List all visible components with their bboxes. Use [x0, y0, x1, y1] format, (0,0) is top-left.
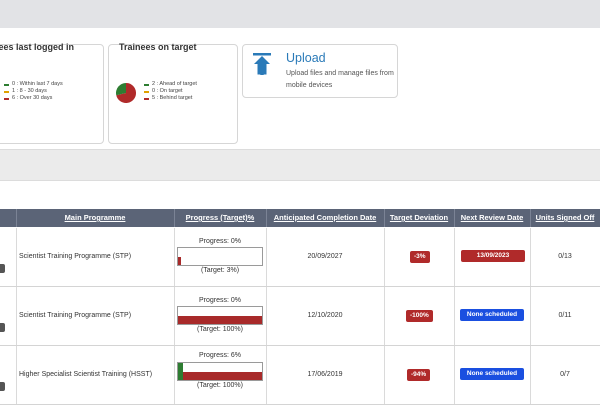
legend-item: 5 : Behind target	[144, 95, 197, 102]
legend-item: 1 : 8 - 30 days	[4, 88, 63, 95]
units-signed-off: 0/7	[560, 371, 570, 378]
main-programme-cell: Scientist Training Programme (STP)	[19, 312, 132, 319]
review-badge[interactable]: None scheduled	[460, 309, 524, 321]
completion-date: 12/10/2020	[307, 312, 343, 319]
target-label: (Target: 3%)	[200, 267, 240, 274]
header-separator	[530, 209, 531, 227]
progress-cell: Progress: 6% (Target: 100%)	[176, 346, 264, 404]
review-badge[interactable]: 13/09/2023	[461, 250, 525, 262]
completion-date: 20/09/2027	[307, 253, 343, 260]
pie-slice-ahead	[115, 83, 126, 96]
header-progress[interactable]: Progress (Target)%	[185, 213, 255, 222]
progress-label: Progress: 6%	[198, 352, 242, 359]
legend-item: 0 : On target	[144, 88, 197, 95]
table-row: Higher Specialist Scientist Training (HS…	[0, 346, 600, 405]
top-bar	[0, 0, 600, 28]
target-label: (Target: 100%)	[197, 382, 243, 389]
row-expand-button[interactable]	[0, 323, 5, 332]
review-badge[interactable]: None scheduled	[460, 368, 524, 380]
header-completion[interactable]: Anticipated Completion Date	[273, 213, 377, 222]
on-target-widget: Trainees on target 2 : Ahead of target 0…	[108, 42, 238, 144]
legend-item: 6 : Over 30 days	[4, 95, 63, 102]
deviation-badge: -100%	[406, 310, 433, 322]
target-fill	[178, 257, 181, 265]
last-logged-in-legend: 0 : Within last 7 days 1 : 8 - 30 days 6…	[4, 81, 63, 102]
on-target-legend: 2 : Ahead of target 0 : On target 5 : Be…	[144, 81, 197, 102]
row-expand-button[interactable]	[0, 264, 5, 273]
upload-arrow-icon	[253, 53, 271, 75]
main-programme-cell: Higher Specialist Scientist Training (HS…	[19, 371, 153, 378]
filter-bar	[0, 149, 600, 181]
header-separator	[174, 209, 175, 227]
row-expand-button[interactable]	[0, 382, 5, 391]
progress-fill	[178, 363, 184, 380]
target-fill	[178, 316, 262, 324]
progress-cell: Progress: 0% (Target: 100%)	[176, 287, 264, 345]
header-review[interactable]: Next Review Date	[460, 213, 524, 222]
last-logged-in-title: Trainees last logged in	[0, 42, 75, 52]
header-deviation[interactable]: Target Deviation	[389, 213, 449, 222]
legend-item: 0 : Within last 7 days	[4, 81, 63, 88]
header-main-programme[interactable]: Main Programme	[64, 213, 126, 222]
table-header: Main Programme Progress (Target)% Antici…	[0, 209, 600, 227]
table-row: Scientist Training Programme (STP) Progr…	[0, 228, 600, 287]
header-separator	[266, 209, 267, 227]
progress-cell: Progress: 0% (Target: 3%)	[176, 228, 264, 286]
units-signed-off: 0/11	[558, 312, 572, 319]
progress-bar	[177, 362, 263, 381]
progress-bar	[177, 247, 263, 266]
header-units[interactable]: Units Signed Off	[535, 213, 595, 222]
legend-item: 2 : Ahead of target	[144, 81, 197, 88]
pie-slice-behind	[116, 83, 136, 103]
progress-label: Progress: 0%	[198, 297, 242, 304]
deviation-badge: -3%	[410, 251, 430, 263]
completion-date: 17/06/2019	[307, 371, 343, 378]
header-separator	[384, 209, 385, 227]
upload-description: Upload files and manage files from mobil…	[286, 70, 394, 89]
progress-label: Progress: 0%	[198, 238, 242, 245]
progress-bar	[177, 306, 263, 325]
main-programme-cell: Scientist Training Programme (STP)	[19, 253, 132, 260]
upload-card[interactable]: Upload Upload files and manage files fro…	[242, 44, 398, 98]
deviation-badge: -94%	[407, 369, 431, 381]
target-label: (Target: 100%)	[197, 326, 243, 333]
header-separator	[454, 209, 455, 227]
header-separator	[16, 209, 17, 227]
on-target-title: Trainees on target	[119, 42, 197, 52]
last-logged-in-widget: Trainees last logged in 0 : Within last …	[0, 42, 104, 144]
table-row: Scientist Training Programme (STP) Progr…	[0, 287, 600, 346]
upload-title[interactable]: Upload	[286, 51, 326, 65]
units-signed-off: 0/13	[558, 253, 572, 260]
target-fill	[178, 372, 262, 380]
on-target-pie-chart	[115, 83, 136, 103]
